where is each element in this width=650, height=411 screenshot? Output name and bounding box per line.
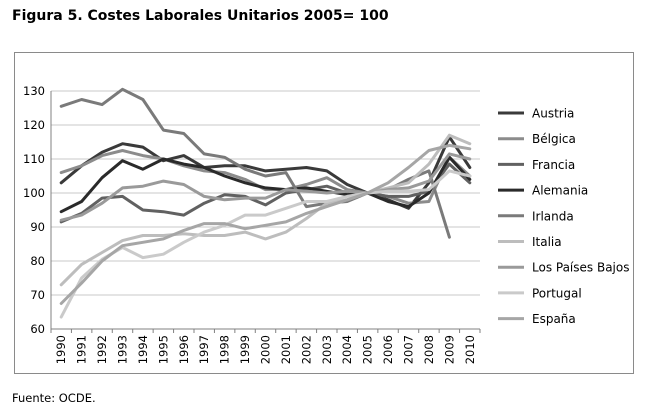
x-tick-label: 1996 bbox=[177, 335, 191, 364]
x-tick-label: 2006 bbox=[381, 335, 395, 364]
legend-label: Italia bbox=[532, 235, 562, 249]
x-tick-label: 2003 bbox=[320, 335, 334, 364]
legend-item: Irlanda bbox=[498, 209, 574, 223]
legend-label: Portugal bbox=[532, 286, 582, 300]
legend-label: Los Países Bajos bbox=[532, 261, 629, 275]
x-tick-label: 1992 bbox=[95, 335, 109, 364]
y-tick-label: 100 bbox=[23, 186, 45, 200]
x-tick-label: 2009 bbox=[442, 335, 456, 364]
legend-label: Francia bbox=[532, 158, 575, 172]
legend-label: Irlanda bbox=[532, 209, 574, 223]
x-tick-label: 1997 bbox=[197, 335, 211, 364]
figure-title: Figura 5. Costes Laborales Unitarios 200… bbox=[12, 8, 389, 24]
legend-item: Austria bbox=[498, 107, 574, 121]
y-tick-label: 130 bbox=[23, 84, 45, 98]
y-tick-label: 80 bbox=[30, 254, 45, 268]
series-line-9 bbox=[59, 143, 472, 305]
y-tick-label: 120 bbox=[23, 118, 45, 132]
x-tick-label: 2005 bbox=[361, 335, 375, 364]
y-tick-label: 70 bbox=[30, 288, 45, 302]
x-tick-label: 1991 bbox=[75, 335, 89, 364]
legend-item: España bbox=[498, 312, 576, 326]
source-note: Fuente: OCDE. bbox=[12, 391, 96, 405]
legend-label: Alemania bbox=[532, 184, 588, 198]
legend-item: Los Países Bajos bbox=[498, 261, 629, 275]
x-tick-label: 2008 bbox=[422, 335, 436, 364]
series-line-3 bbox=[59, 162, 472, 224]
legend-label: Bélgica bbox=[532, 132, 576, 146]
legend-item: Portugal bbox=[498, 286, 582, 300]
x-tick-label: 1993 bbox=[116, 335, 130, 364]
series-line-6 bbox=[59, 133, 472, 287]
legend-label: Austria bbox=[532, 107, 574, 121]
series-line-7 bbox=[59, 152, 472, 222]
x-tick-label: 1999 bbox=[238, 335, 252, 364]
y-tick-label: 60 bbox=[30, 322, 45, 336]
legend-item: Italia bbox=[498, 235, 562, 249]
chart-frame: 60 70 80 90 100 110 120 130 1990 1991 1992 1993 1994… bbox=[14, 52, 634, 374]
x-tick-label: 2010 bbox=[463, 335, 477, 364]
y-tick-label: 110 bbox=[23, 152, 45, 166]
x-tick-label: 2001 bbox=[279, 335, 293, 364]
x-tick-label: 1998 bbox=[218, 335, 232, 364]
x-tick-label: 2000 bbox=[259, 335, 273, 364]
y-tick-label: 90 bbox=[30, 220, 45, 234]
series-line-8 bbox=[59, 169, 472, 319]
x-tick-label: 1990 bbox=[54, 335, 68, 364]
series-layer bbox=[59, 87, 472, 319]
legend-label: España bbox=[532, 312, 576, 326]
line-chart: 60 70 80 90 100 110 120 130 1990 1991 1992 1993 1994… bbox=[23, 84, 629, 364]
legend-item: Bélgica bbox=[498, 132, 576, 146]
series-line-4 bbox=[59, 155, 472, 214]
legend-item: Francia bbox=[498, 158, 575, 172]
x-tick-label: 2007 bbox=[402, 335, 416, 364]
axis-layer: 60 70 80 90 100 110 120 130 1990 1991 1992 1993 1994… bbox=[23, 84, 481, 364]
x-tick-label: 1995 bbox=[156, 335, 170, 364]
x-tick-label: 2002 bbox=[299, 335, 313, 364]
legend: Austria Bélgica Francia Alemania Irlanda Ital… bbox=[498, 107, 629, 326]
x-tick-label: 1994 bbox=[136, 335, 150, 364]
series-line-2 bbox=[59, 149, 472, 205]
legend-item: Alemania bbox=[498, 184, 588, 198]
grid-layer bbox=[51, 90, 480, 330]
x-tick-label: 2004 bbox=[340, 335, 354, 364]
